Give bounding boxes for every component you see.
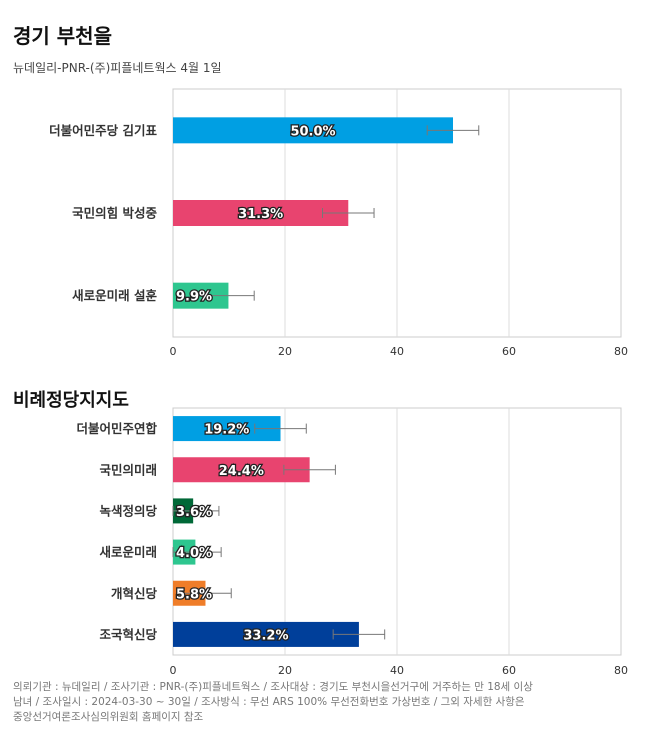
footnote-line-2: 남녀 / 조사일시 : 2024-03-30 ~ 30일 / 조사방식 : 무선… xyxy=(13,696,525,708)
page-subtitle: 뉴데일리-PNR-(주)피플네트웍스 4월 1일 xyxy=(13,61,222,75)
footnote-line-3: 중앙선거여론조사심의위원회 홈페이지 참조 xyxy=(13,711,204,723)
data-label: 4.0% xyxy=(176,546,212,561)
footnote: 의뢰기관 : 뉴데일리 / 조사기관 : PNR-(주)피플네트웍스 / 조사대… xyxy=(13,680,643,725)
proportional-chart: 0 20 40 60 80 더불어민주연합 19.2% 국민의미래 24.4% 녹색정의당 3.6%… xyxy=(76,407,628,677)
x-tick-label: 20 xyxy=(278,664,292,677)
candidate-chart: 0 20 40 60 80 더불어민주당 김기표 50.0% 국민의힘 박성중 31.3% 새로운… xyxy=(49,88,628,358)
x-tick-label: 40 xyxy=(390,345,404,358)
page-title: 경기 부천을 xyxy=(13,24,112,48)
x-tick-label: 80 xyxy=(614,345,628,358)
data-label: 9.9% xyxy=(176,290,212,305)
category-label: 더불어민주연합 xyxy=(76,421,157,436)
x-tick-label: 0 xyxy=(170,345,177,358)
category-label: 더불어민주당 김기표 xyxy=(49,123,157,138)
x-tick-label: 20 xyxy=(278,345,292,358)
category-label: 개혁신당 xyxy=(111,586,158,601)
data-label: 19.2% xyxy=(204,423,249,438)
data-label: 5.8% xyxy=(176,587,212,602)
category-label: 국민의미래 xyxy=(99,462,157,477)
x-tick-label: 60 xyxy=(502,664,516,677)
data-label: 31.3% xyxy=(238,207,283,222)
data-label: 24.4% xyxy=(219,464,264,479)
x-tick-label: 0 xyxy=(170,664,177,677)
bar xyxy=(173,117,453,144)
footnote-line-1: 의뢰기관 : 뉴데일리 / 조사기관 : PNR-(주)피플네트웍스 / 조사대… xyxy=(13,681,533,693)
x-tick-label: 80 xyxy=(614,664,628,677)
category-label: 새로운미래 xyxy=(99,545,157,560)
proportional-chart-title: 비례정당지지도 xyxy=(13,390,129,411)
data-label: 33.2% xyxy=(243,628,288,643)
category-label: 녹색정의당 xyxy=(99,503,157,518)
category-label: 국민의힘 박성중 xyxy=(72,206,157,221)
x-tick-label: 40 xyxy=(390,664,404,677)
x-tick-label: 60 xyxy=(502,345,516,358)
category-label: 조국혁신당 xyxy=(99,627,157,642)
category-label: 새로운미래 설훈 xyxy=(72,288,157,303)
bar xyxy=(173,200,349,226)
data-label: 3.6% xyxy=(176,505,212,520)
data-label: 50.0% xyxy=(290,124,335,139)
bar xyxy=(173,621,359,647)
